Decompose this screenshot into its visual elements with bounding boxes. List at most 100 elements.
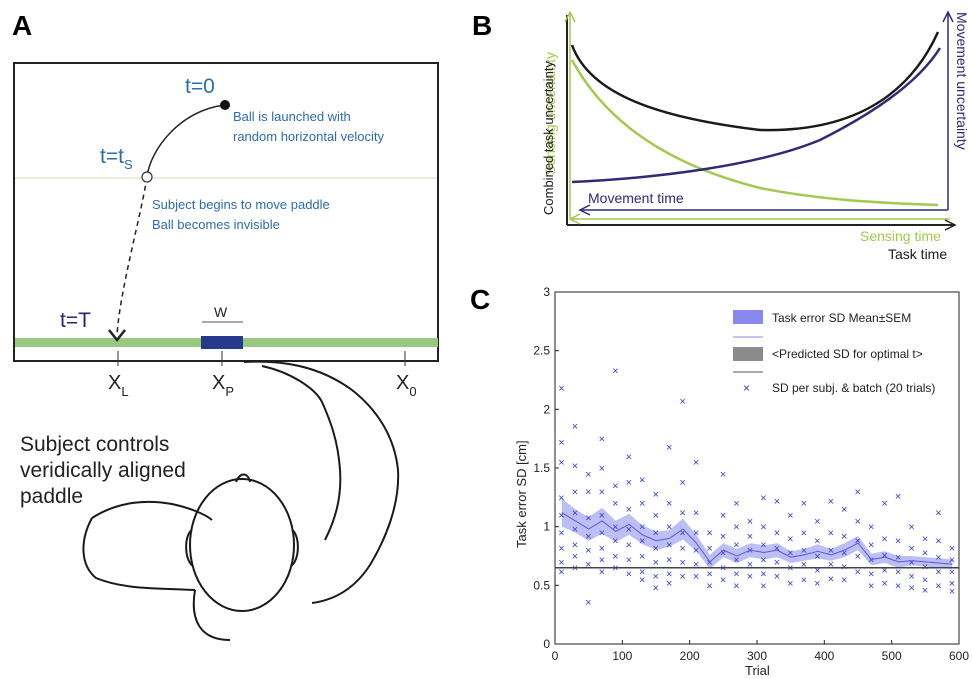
label-x0-main: X [396,372,409,394]
c-data-point: × [801,559,807,571]
c-data-point: × [612,366,618,378]
c-data-point: × [895,491,901,503]
c-data-point: × [908,571,914,583]
c-data-point: × [760,492,766,504]
c-data-point: × [733,569,739,581]
c-data-point: × [693,545,699,557]
legend-swatch-predicted [733,347,763,361]
curve-movement-uncertainty [571,47,942,184]
c-data-point: × [706,569,712,581]
c-data-point: × [814,578,820,590]
c-data-point: × [639,566,645,578]
label-t0: t=0 [185,75,215,98]
c-xtick-label: 0 [552,649,559,663]
c-data-point: × [612,522,618,534]
c-data-point: × [639,475,645,487]
c-data-point: × [760,569,766,581]
label-tT: t=T [60,309,91,332]
c-data-point: × [706,528,712,540]
c-data-point: × [881,498,887,510]
c-data-point: × [585,559,591,571]
c-data-point: × [908,522,914,534]
panel-letter-a: A [12,10,33,41]
subject-figure [82,360,400,641]
c-ticks-group: 0 100 200 300 400 500 600 0 0.5 1 1.5 2 2.5 3 [533,285,969,663]
c-data-point: × [639,574,645,586]
c-data-point: × [774,543,780,555]
c-data-point: × [572,524,578,536]
c-data-point: × [747,516,753,528]
label-xp-main: X [212,372,225,394]
c-data-point: × [653,543,659,555]
c-data-point: × [828,528,834,540]
c-data-point: × [585,469,591,481]
b-sensing-uncertainty-label: Sensing uncertainty [542,52,558,175]
label-xl-sub: L [121,384,128,399]
c-data-point: × [706,557,712,569]
c-data-point: × [881,565,887,577]
c-data-point: × [558,543,564,555]
c-data-point: × [881,550,887,562]
c-data-point: × [868,522,874,534]
c-data-point: × [760,539,766,551]
c-data-point: × [760,580,766,592]
c-data-point: × [841,547,847,559]
panel-letter-c: C [470,284,491,315]
c-xtick-label: 200 [680,649,700,663]
c-data-point: × [558,383,564,395]
c-data-point: × [585,512,591,524]
c-data-point: × [666,498,672,510]
label-xl-main: X [108,372,121,394]
paddle [201,336,243,349]
right-forearm-outline [261,365,342,541]
c-ytick-label: 1 [543,520,550,534]
c-data-point: × [881,533,887,545]
c-data-point: × [679,543,685,555]
c-data-point: × [760,555,766,567]
c-data-point: × [787,578,793,590]
c-data-point: × [599,528,605,540]
c-data-point: × [626,524,632,536]
launch-text-1: Ball is launched with [233,109,351,124]
c-data-point: × [572,563,578,575]
c-data-point: × [585,545,591,557]
c-data-point: × [720,574,726,586]
c-data-point: × [679,528,685,540]
c-data-point: × [747,531,753,543]
c-data-point: × [828,545,834,557]
c-data-point: × [666,522,672,534]
b-movement-axis-arrow [942,10,954,23]
c-data-point: × [572,421,578,433]
c-data-point: × [599,463,605,475]
c-data-point: × [895,580,901,592]
c-ytick-label: 2 [543,402,550,416]
c-data-point: × [814,565,820,577]
c-data-point: × [572,539,578,551]
label-ts: t=tS [100,145,133,172]
c-ytick-label: 0.5 [533,578,550,592]
c-data-point: × [841,574,847,586]
c-data-point: × [558,510,564,522]
c-data-point: × [828,559,834,571]
c-data-point: × [572,486,578,498]
c-data-point: × [626,504,632,516]
c-data-point: × [679,571,685,583]
c-data-point: × [855,536,861,548]
c-data-point: × [774,571,780,583]
c-data-point: × [612,551,618,563]
label-ts-sub: S [124,157,133,172]
c-xtick-label: 500 [882,649,902,663]
c-data-point: × [868,539,874,551]
c-data-point: × [666,555,672,567]
c-data-point: × [693,528,699,540]
b-sensing-axis-arrow [564,10,576,23]
c-data-point: × [626,555,632,567]
c-data-point: × [693,571,699,583]
label-w: W [214,304,228,320]
legend-label-mean: Task error SD Mean±SEM [772,311,911,325]
torso-lower [192,589,231,641]
c-data-point: × [855,551,861,563]
c-data-point: × [922,585,928,597]
c-data-point: × [935,580,941,592]
c-data-point: × [558,528,564,540]
